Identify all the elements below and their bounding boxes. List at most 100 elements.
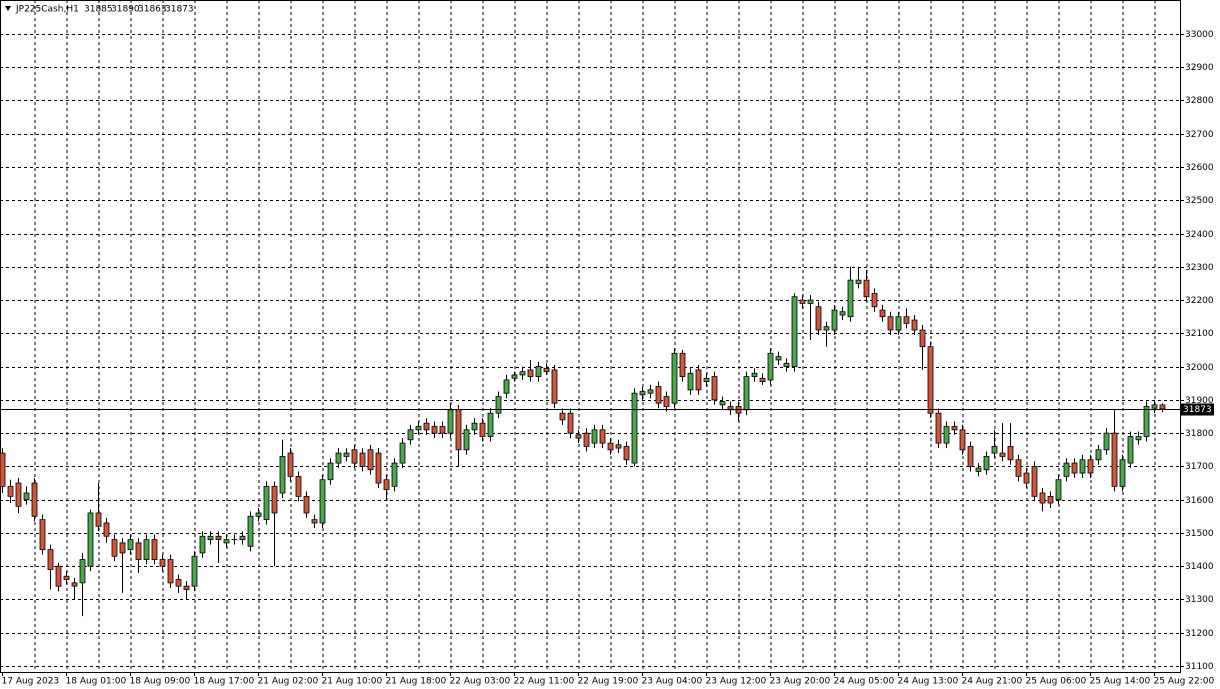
candle-body (191, 555, 198, 587)
candle-body (79, 559, 86, 584)
candle-body (575, 434, 582, 439)
symbol-label: JP225Cash,H1 (15, 5, 79, 15)
candle-body (1071, 462, 1078, 474)
y-tick-label: 32300 (1185, 263, 1214, 273)
candle-body (103, 522, 110, 537)
candle-body (719, 401, 726, 406)
candle-body (71, 582, 78, 587)
candle-body (919, 329, 926, 348)
menu-arrow[interactable] (5, 6, 11, 11)
header-low: 31863 (138, 5, 167, 15)
y-tick-label: 33000 (1185, 30, 1214, 40)
candle-body (695, 369, 702, 391)
y-tick-label: 32100 (1185, 329, 1214, 339)
candle-body (1047, 495, 1054, 504)
candle-body (375, 452, 382, 484)
candle-body (319, 479, 326, 524)
candle-body (639, 391, 646, 396)
candle-body (399, 442, 406, 464)
candle-body (183, 585, 190, 590)
y-tick-label: 32700 (1185, 130, 1214, 140)
candle-body (15, 482, 22, 507)
candle-body (1135, 436, 1142, 441)
candle-body (351, 449, 358, 464)
candle-body (991, 446, 998, 454)
x-tick-label: 21 Aug 02:00 (258, 677, 319, 687)
y-tick-label: 31700 (1185, 462, 1214, 472)
candle-body (1159, 404, 1166, 410)
candle-body (951, 426, 958, 431)
candle-body (287, 452, 294, 477)
y-tick-label: 32800 (1185, 96, 1214, 106)
candle-body (175, 579, 182, 587)
candle-body (463, 429, 470, 451)
candle-body (591, 429, 598, 444)
candle-body (479, 422, 486, 437)
x-tick-label: 23 Aug 04:00 (642, 677, 703, 687)
candle-body (759, 377, 766, 382)
candle-body (847, 279, 854, 318)
candle-body (879, 309, 886, 318)
candle-body (1079, 459, 1086, 474)
y-tick-label: 31900 (1185, 396, 1214, 406)
candle-body (47, 549, 54, 570)
y-tick-label: 31600 (1185, 496, 1214, 506)
candle-body (31, 482, 38, 517)
candle-body (127, 539, 134, 550)
candle-body (815, 306, 822, 331)
candle-body (959, 429, 966, 451)
candle-body (223, 539, 230, 544)
candle-body (167, 559, 174, 584)
candle-body (247, 515, 254, 547)
candle-body (999, 452, 1006, 457)
candle-body (1151, 404, 1158, 409)
x-tick-label: 21 Aug 18:00 (386, 677, 447, 687)
candle-body (447, 409, 454, 434)
candle-body (663, 396, 670, 407)
x-tick-label: 25 Aug 22:00 (1154, 677, 1215, 687)
candle-body (519, 371, 526, 376)
candle-body (527, 369, 534, 377)
x-tick-label: 21 Aug 10:00 (322, 677, 383, 687)
y-tick-label: 32900 (1185, 63, 1214, 73)
y-tick-label: 32600 (1185, 163, 1214, 173)
candle-body (911, 319, 918, 331)
candle-body (743, 376, 750, 411)
x-tick-label: 22 Aug 19:00 (578, 677, 639, 687)
header-high: 31890 (111, 5, 140, 15)
x-tick-label: 23 Aug 20:00 (770, 677, 831, 687)
candle-body (111, 539, 118, 557)
candle-body (967, 446, 974, 467)
y-tick-label: 32000 (1185, 363, 1214, 373)
candle-body (1015, 459, 1022, 477)
candle-body (23, 492, 30, 501)
y-tick-label: 32400 (1185, 230, 1214, 240)
candle-body (535, 366, 542, 377)
y-tick-label: 32200 (1185, 296, 1214, 306)
candle-body (775, 356, 782, 361)
y-tick-label: 32500 (1185, 196, 1214, 206)
candle-body (511, 374, 518, 379)
x-tick-label: 24 Aug 13:00 (898, 677, 959, 687)
candle-body (567, 412, 574, 434)
candle-body (431, 426, 438, 434)
candle-body (615, 444, 622, 449)
candle-body (671, 352, 678, 404)
candle-body (255, 512, 262, 517)
candle-body (327, 462, 334, 481)
candle-body (1119, 459, 1126, 487)
x-tick-label: 25 Aug 14:00 (1090, 677, 1151, 687)
candle-body (839, 311, 846, 316)
candle-body (583, 432, 590, 447)
candle-body (407, 429, 414, 441)
candle-body (119, 542, 126, 554)
candle-body (1055, 479, 1062, 501)
candle-body (151, 539, 158, 560)
candle-body (903, 316, 910, 324)
candle-body (791, 296, 798, 368)
candle-body (415, 426, 422, 431)
x-tick-label: 25 Aug 06:00 (1026, 677, 1087, 687)
plot-area (0, 0, 1181, 673)
candle-body (551, 369, 558, 404)
candle-body (1039, 492, 1046, 504)
